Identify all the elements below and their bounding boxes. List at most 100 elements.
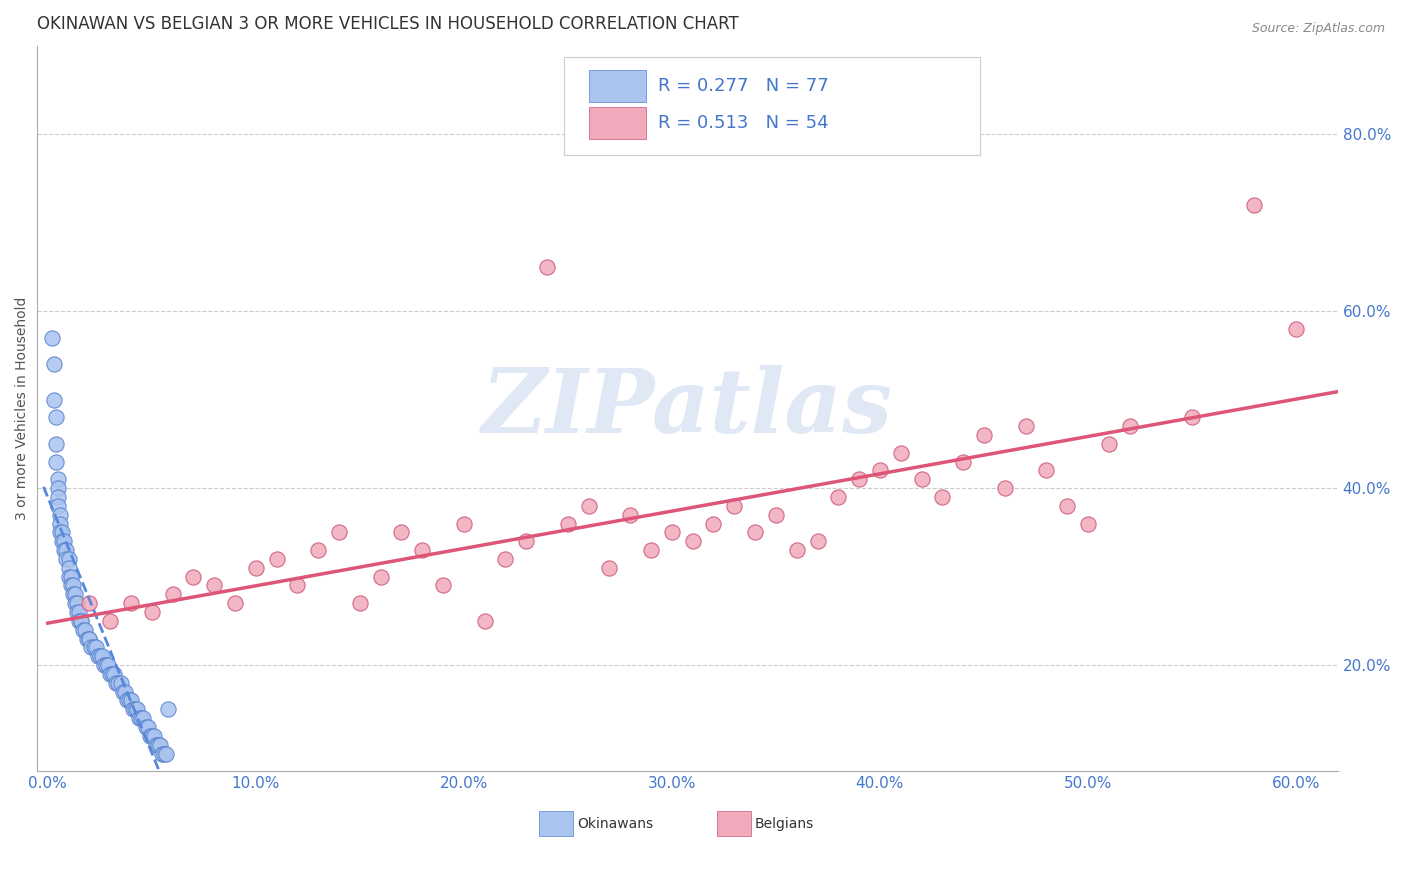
Point [101,667,124,681]
Point [157,702,180,716]
Point [41,331,63,345]
Point [79,596,101,610]
Point [59,569,82,583]
Point [42,357,65,371]
Point [827,490,849,504]
Point [536,260,558,274]
Point [1098,437,1121,451]
Point [162,587,184,601]
Point [111,684,134,698]
Point [1056,499,1078,513]
Point [46,499,69,513]
Text: R = 0.277   N = 77: R = 0.277 N = 77 [658,78,828,95]
Point [619,508,641,522]
FancyBboxPatch shape [589,70,645,103]
Point [224,596,246,610]
Point [494,552,516,566]
Point [122,702,145,716]
Point [578,499,600,513]
Point [49,516,72,531]
Point [786,543,808,558]
FancyBboxPatch shape [540,811,574,836]
Point [391,525,413,540]
Point [138,729,160,743]
Point [70,614,93,628]
Point [107,675,129,690]
Point [46,490,69,504]
Point [640,543,662,558]
Point [63,596,86,610]
Point [307,543,329,558]
Point [90,649,112,664]
Point [46,481,69,495]
Point [62,587,84,601]
Point [515,534,537,549]
Text: Belgians: Belgians [755,816,814,830]
Point [67,605,90,619]
Point [661,525,683,540]
FancyBboxPatch shape [717,811,751,836]
Point [93,658,115,673]
Point [128,711,150,725]
Point [890,446,912,460]
Y-axis label: 3 or more Vehicles in Household: 3 or more Vehicles in Household [15,297,30,520]
Point [62,578,84,592]
Point [141,605,163,619]
Point [557,516,579,531]
Point [453,516,475,531]
Point [155,747,177,761]
Point [952,454,974,468]
Point [55,552,77,566]
Point [328,525,350,540]
Point [103,667,125,681]
Text: ZIPatlas: ZIPatlas [482,365,893,451]
Point [141,729,163,743]
Point [848,472,870,486]
Point [266,552,288,566]
Point [45,410,67,425]
Point [1243,198,1265,212]
Point [63,587,86,601]
Point [1181,410,1204,425]
Point [145,738,167,752]
Point [370,569,392,583]
Point [132,711,155,725]
Point [973,428,995,442]
Point [124,702,146,716]
Point [45,437,67,451]
Point [75,623,97,637]
Point [146,738,169,752]
Point [120,596,142,610]
Point [94,658,117,673]
Point [411,543,433,558]
Point [869,463,891,477]
Point [59,578,82,592]
Point [49,525,72,540]
Point [131,711,153,725]
Point [910,472,932,486]
Point [682,534,704,549]
Text: Source: ZipAtlas.com: Source: ZipAtlas.com [1251,22,1385,36]
Point [58,552,80,566]
Point [432,578,454,592]
Point [245,560,267,574]
Point [80,640,103,655]
Point [1035,463,1057,477]
Point [153,747,176,761]
Point [765,508,787,522]
Text: R = 0.513   N = 54: R = 0.513 N = 54 [658,113,828,132]
Point [66,605,89,619]
Point [149,738,172,752]
Point [1014,419,1036,434]
Point [1118,419,1140,434]
Point [46,472,69,486]
Point [994,481,1017,495]
Point [120,693,142,707]
Point [702,516,724,531]
Point [72,623,94,637]
Point [1285,322,1308,336]
Point [53,534,76,549]
Point [70,614,93,628]
Point [84,640,107,655]
Point [51,525,73,540]
